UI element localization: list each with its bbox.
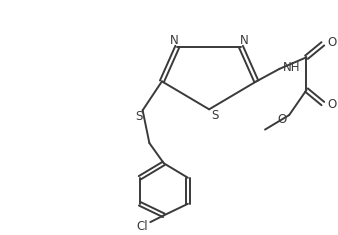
Text: O: O [277, 114, 286, 126]
Text: Cl: Cl [137, 220, 148, 233]
Text: N: N [239, 34, 248, 47]
Text: NH: NH [283, 61, 301, 74]
Text: S: S [135, 110, 142, 123]
Text: O: O [328, 36, 337, 49]
Text: O: O [328, 98, 337, 111]
Text: N: N [170, 34, 179, 47]
Text: S: S [211, 109, 219, 122]
